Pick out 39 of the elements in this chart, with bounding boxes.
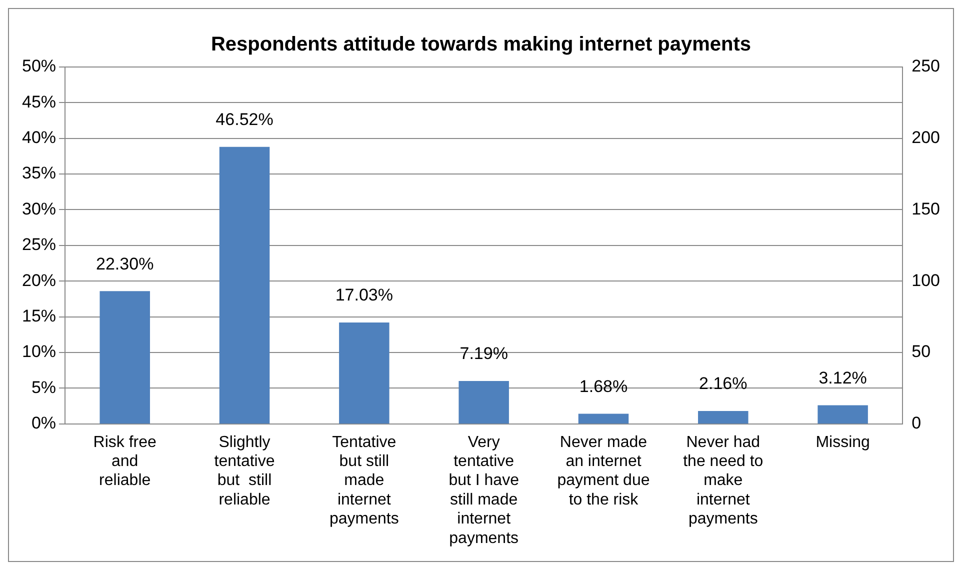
x-tick-label: Slightly tentative but still reliable <box>214 434 275 508</box>
bar <box>578 414 629 424</box>
y-tick-label: 5% <box>31 378 56 397</box>
annotation: 17.03% <box>335 286 394 305</box>
annotation: 1.68% <box>579 376 628 396</box>
y-tick-label: 40% <box>22 128 56 148</box>
y-tick-label: 20% <box>22 270 56 290</box>
annotation: 3.12% <box>818 368 867 388</box>
x-tick-label: Tentative but still made internet payments <box>329 434 399 528</box>
annotation: 22.30% <box>96 254 154 274</box>
y-tick-label: 30% <box>22 199 56 218</box>
bar <box>698 410 748 424</box>
y2-tick-label: 150 <box>912 199 940 218</box>
y-tick-label: 25% <box>22 235 56 254</box>
y-tick-label: 45% <box>22 92 56 112</box>
annotation: 7.19% <box>460 344 508 364</box>
bar <box>458 380 509 424</box>
x-tick-label: Never had the need to make internet payments <box>683 434 764 528</box>
bar <box>219 146 270 424</box>
annotation: 46.52% <box>216 110 274 130</box>
annotation: 2.16% <box>699 374 748 394</box>
x-tick-label: Very tentative but I have still made internet payments <box>448 434 520 547</box>
y-tick-label: 10% <box>22 342 56 362</box>
y2-tick-label: 50 <box>912 342 931 362</box>
x-tick-label: Missing <box>816 434 870 451</box>
y-tick-label: 50% <box>22 56 56 76</box>
y2-tick-label: 200 <box>912 128 940 148</box>
bar <box>339 322 390 424</box>
y-tick-label: 35% <box>22 164 56 183</box>
bar <box>818 405 868 424</box>
x-tick-label: Risk free and reliable <box>93 434 157 490</box>
chart-title: Respondents attitude towards making internet payments <box>210 34 752 56</box>
bar <box>100 291 150 424</box>
y-tick-label: 15% <box>22 306 56 326</box>
y-tick-label: 0% <box>31 413 56 432</box>
y2-tick-label: 0 <box>912 413 922 432</box>
y2-tick-label: 250 <box>912 56 940 76</box>
x-tick-label: Never made an internet payment due to the risk <box>557 434 650 508</box>
y2-tick-label: 100 <box>912 270 940 290</box>
